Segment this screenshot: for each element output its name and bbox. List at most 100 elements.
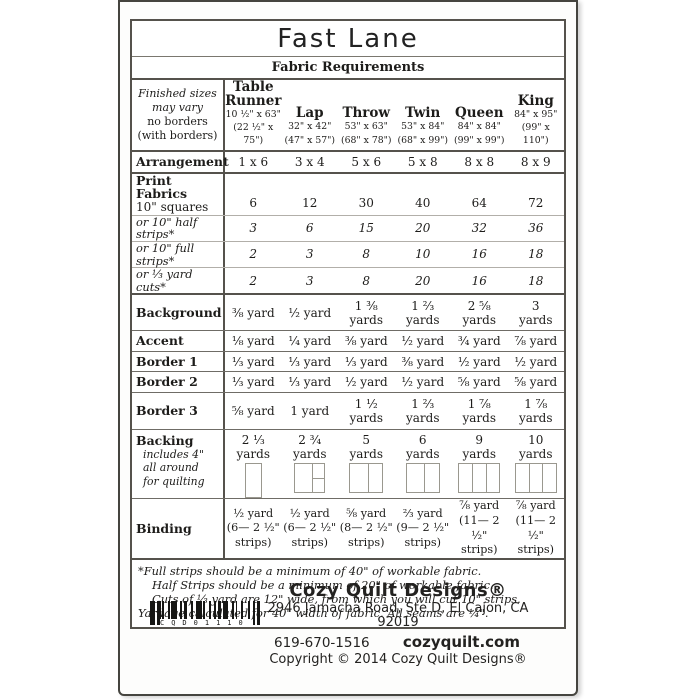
phone-number: 619-670-1516 bbox=[274, 634, 370, 651]
cell-value: 1 x 6 bbox=[238, 154, 269, 169]
size-name: Queen bbox=[454, 105, 504, 122]
row-border-1: Border 1 ⅓ yard ⅓ yard ⅓ yard ⅜ yard ½ yard ½ … bbox=[132, 352, 564, 373]
cell-value: 15 bbox=[358, 221, 374, 236]
cell-border-2-1: ⅓ yard bbox=[225, 375, 282, 389]
cell-value: ⅝ yard bbox=[231, 404, 275, 419]
barcode-bar bbox=[235, 601, 238, 625]
cell-border-2-3: ½ yard bbox=[338, 375, 395, 389]
cell-value: 16 bbox=[471, 247, 487, 262]
cell-arrangement-6: 8 x 9 bbox=[508, 155, 565, 169]
diagram-line bbox=[485, 464, 487, 493]
cell-third-yard-cuts-6: 18 bbox=[508, 274, 565, 288]
cell-full-strips-3: 8 bbox=[338, 247, 395, 261]
cell-arrangement-1: 1 x 6 bbox=[225, 155, 282, 169]
cell-value: ⅓ yard bbox=[344, 354, 388, 369]
cell-value: ½ yard bbox=[401, 334, 445, 349]
zip-code: 92019 bbox=[377, 615, 419, 631]
cell-value: ⅓ yard bbox=[288, 354, 332, 369]
diagram-line bbox=[367, 464, 369, 493]
barcode-bar bbox=[167, 601, 170, 625]
cell-value: 72 bbox=[528, 195, 544, 210]
cell-print-fabrics-5: 64 bbox=[451, 196, 508, 215]
row-label-border-2: Border 2 bbox=[132, 372, 225, 393]
cell-value: 1 ⅔ yards bbox=[405, 397, 440, 426]
row-border-2: Border 2 ⅓ yard ⅓ yard ½ yard ½ yard ⅝ yard ⅝ … bbox=[132, 372, 565, 394]
row-label-binding: Binding bbox=[132, 499, 225, 558]
cell-value: 8 x 8 bbox=[464, 154, 495, 169]
cell-value: 20 bbox=[415, 273, 431, 288]
barcode-bar bbox=[214, 601, 216, 625]
cell-value: ⅓ yard bbox=[231, 375, 275, 390]
cell-value: ⅜ yard bbox=[344, 334, 388, 349]
cell-arrangement-4: 5 x 8 bbox=[395, 155, 452, 169]
cell-value: ⅜ yard bbox=[401, 354, 445, 369]
cell-binding-4: ⅔ yard (9— 2 ½" strips) bbox=[395, 507, 452, 551]
cell-value: 3 x 4 bbox=[294, 154, 325, 169]
cell-third-yard-cuts-2: 3 bbox=[282, 274, 339, 288]
size-no-borders: 53" x 84" bbox=[401, 121, 445, 133]
cell-value: ½ yard bbox=[401, 375, 445, 390]
cell-value: ⅝ yard bbox=[457, 375, 501, 390]
cell-background-4: 1 ⅔ yards bbox=[395, 299, 452, 327]
cell-background-2: ½ yard bbox=[282, 306, 339, 320]
cell-full-strips-6: 18 bbox=[508, 247, 565, 261]
barcode-bar bbox=[171, 601, 177, 625]
cell-half-strips-4: 20 bbox=[395, 221, 452, 235]
row-label-text: Binding bbox=[136, 520, 192, 536]
cell-accent-6: ⅞ yard bbox=[508, 334, 565, 348]
note-line: may vary bbox=[152, 101, 203, 115]
cell-half-strips-1: 3 bbox=[225, 221, 282, 235]
cell-backing-4: 6 yards bbox=[395, 430, 452, 498]
diagram-line bbox=[424, 464, 426, 493]
size-column-3: Throw 53" x 63" (68" x 78") bbox=[338, 80, 395, 150]
cell-value: 2 ⅓ yards bbox=[236, 433, 270, 462]
cell-value: 1 ⅜ yards bbox=[349, 298, 383, 327]
cell-value: 2 ¾ yards bbox=[292, 433, 327, 462]
row-label-text: Border 2 bbox=[136, 374, 198, 390]
barcode-bar bbox=[256, 601, 261, 625]
row-label-third-yard-cuts: or ⅓ yard cuts* bbox=[132, 267, 225, 294]
barcode-bar bbox=[208, 601, 211, 625]
cell-value: 10 yards bbox=[518, 433, 553, 462]
cell-value: 2 bbox=[249, 247, 258, 262]
cell-arrangement-3: 5 x 6 bbox=[338, 155, 395, 169]
cell-value: ⅛ yard bbox=[231, 334, 275, 349]
cell-accent-3: ⅜ yard bbox=[338, 334, 395, 348]
cell-border-2-2: ⅓ yard bbox=[282, 375, 339, 389]
row-label-sub: 10" squares bbox=[136, 200, 209, 215]
barcode-bar bbox=[253, 601, 256, 625]
cell-full-strips-4: 10 bbox=[395, 247, 452, 261]
cell-third-yard-cuts-3: 8 bbox=[338, 274, 395, 288]
cell-third-yard-cuts-4: 20 bbox=[395, 274, 452, 288]
barcode-bar bbox=[150, 601, 156, 625]
cell-value: 6 yards bbox=[405, 433, 440, 462]
cell-value: 64 bbox=[471, 195, 487, 210]
cell-value: ½ yard bbox=[344, 375, 388, 390]
finished-sizes-note: Finished sizes may vary no borders (with… bbox=[132, 80, 225, 150]
cell-full-strips-5: 16 bbox=[451, 247, 508, 261]
cell-background-1: ⅜ yard bbox=[225, 306, 282, 320]
footnote-line: *Full strips should be a minimum of 40" … bbox=[138, 563, 482, 578]
row-arrangement: Arrangement 1 x 6 3 x 4 5 x 6 5 x 8 8 x 8 8 x … bbox=[132, 151, 565, 174]
fabric-requirements-table: Fast Lane Fabric Requirements Finished s… bbox=[130, 19, 566, 629]
backing-diagram-two bbox=[405, 463, 440, 494]
size-no-borders: 84" x 95" bbox=[514, 109, 558, 121]
size-with-borders: (22 ½" x 75") bbox=[233, 122, 274, 146]
cell-accent-4: ½ yard bbox=[395, 334, 452, 348]
footnote-line: Half Strips should be a minimum of 20" o… bbox=[152, 577, 494, 592]
row-label-accent: Accent bbox=[132, 331, 225, 352]
barcode-bar bbox=[157, 601, 161, 625]
row-half-strips: or 10" half strips* 3 6 15 20 32 36 bbox=[132, 216, 564, 242]
cell-binding-5: ⅞ yard (11— 2 ½" strips) bbox=[451, 499, 508, 557]
size-no-borders: 53" x 63" bbox=[344, 121, 388, 133]
cell-border-2-6: ⅝ yard bbox=[508, 375, 565, 389]
row-label-text: Backing bbox=[136, 433, 194, 449]
cell-arrangement-2: 3 x 4 bbox=[282, 155, 339, 169]
cell-border-1-4: ⅜ yard bbox=[395, 355, 452, 369]
barcode: CQD01110 bbox=[150, 601, 264, 627]
cell-binding-3: ⅝ yard (8— 2 ½" strips) bbox=[338, 507, 395, 551]
row-label-text: or ⅓ yard cuts* bbox=[136, 267, 193, 294]
cell-value: 30 bbox=[358, 195, 374, 210]
contact-row: 619-670-1516 cozyquilt.com bbox=[220, 631, 576, 651]
size-no-borders: 32" x 42" bbox=[288, 121, 332, 133]
